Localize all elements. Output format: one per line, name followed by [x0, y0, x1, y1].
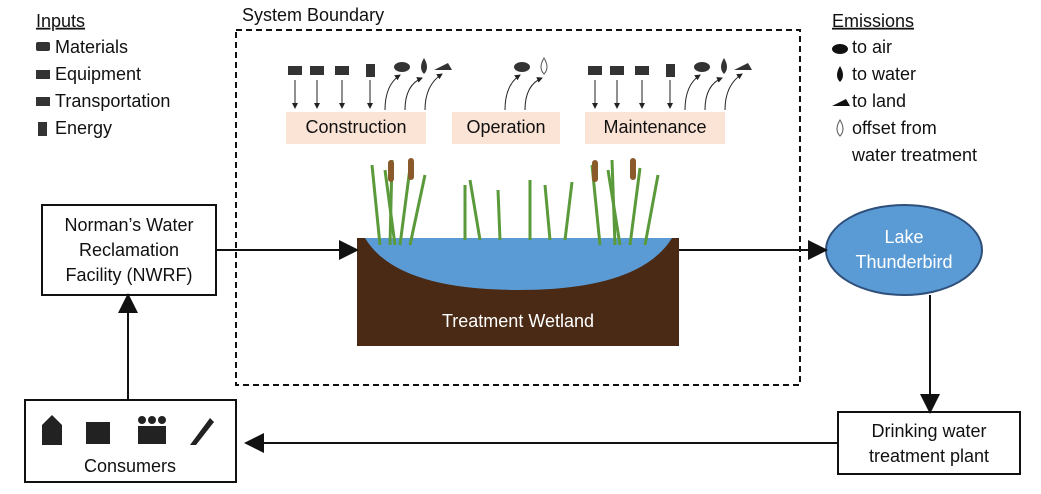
- input-item: Equipment: [55, 64, 141, 84]
- input-item: Energy: [55, 118, 112, 138]
- emission-item: water treatment: [851, 145, 977, 165]
- node-label: Thunderbird: [855, 252, 952, 272]
- lake: [826, 205, 982, 295]
- emission-item: offset from: [852, 118, 937, 138]
- node-label: Reclamation: [79, 240, 179, 260]
- node-label: Drinking water: [871, 421, 986, 441]
- emission-item: to water: [852, 64, 916, 84]
- node-label: Norman’s Water: [64, 215, 193, 235]
- emission-icons: [832, 44, 850, 136]
- emissions-title: Emissions: [832, 11, 914, 31]
- node-label: Consumers: [84, 456, 176, 476]
- emission-item: to land: [852, 91, 906, 111]
- node-label: treatment plant: [869, 446, 989, 466]
- node-label: Lake: [884, 227, 923, 247]
- emission-item: to air: [852, 37, 892, 57]
- phase-arrows: [295, 74, 742, 110]
- phase-label: Construction: [305, 117, 406, 137]
- wetland-label: Treatment Wetland: [442, 311, 594, 331]
- input-item: Materials: [55, 37, 128, 57]
- phase-icons: [288, 58, 752, 77]
- phase-label: Operation: [466, 117, 545, 137]
- node-label: Facility (NWRF): [66, 265, 193, 285]
- wetland-plants: [372, 160, 658, 245]
- diagram: Inputs Materials Equipment Transportatio…: [0, 0, 1041, 489]
- phase-label: Maintenance: [603, 117, 706, 137]
- input-icons: [36, 42, 50, 136]
- input-item: Transportation: [55, 91, 170, 111]
- boundary-label: System Boundary: [242, 5, 384, 25]
- inputs-title: Inputs: [36, 11, 85, 31]
